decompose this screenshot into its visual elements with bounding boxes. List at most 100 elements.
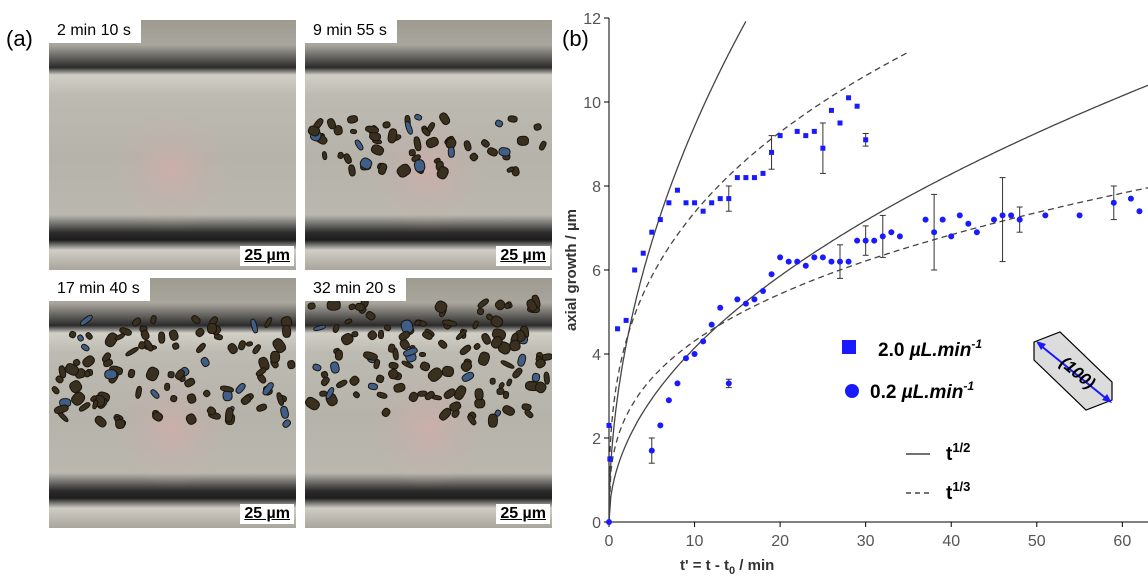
data-point-circle xyxy=(683,355,689,362)
data-point-square xyxy=(820,145,826,151)
data-point-square xyxy=(640,250,646,256)
data-point-circle xyxy=(606,519,612,525)
data-point-circle xyxy=(725,380,732,387)
data-point-square xyxy=(649,229,655,235)
micrograph-time-label: 2 min 10 s xyxy=(49,20,141,43)
scale-bar-label: 25 µm xyxy=(240,504,294,524)
data-point-circle xyxy=(862,237,869,244)
data-point-circle xyxy=(768,271,775,278)
fit-curve-sqrt xyxy=(609,84,1148,522)
data-point-circle xyxy=(1127,195,1134,202)
data-point-circle xyxy=(991,216,997,223)
panel-a-label: (a) xyxy=(6,26,33,51)
data-point-circle xyxy=(1076,212,1083,219)
data-point-circle xyxy=(999,212,1006,219)
data-point-square xyxy=(606,422,612,428)
legend-flow-02-label: 0.2 µL.min-1 xyxy=(870,379,974,403)
data-point-circle xyxy=(1008,212,1015,219)
data-point-circle xyxy=(751,296,758,303)
data-point-square xyxy=(751,175,757,181)
data-point-square xyxy=(734,175,740,181)
data-point-square xyxy=(709,200,715,206)
data-point-circle xyxy=(965,220,972,227)
data-point-square xyxy=(794,128,800,134)
data-point-square xyxy=(803,133,809,139)
data-point-circle xyxy=(939,216,946,223)
y-tick-label: 8 xyxy=(592,179,601,196)
data-point-circle xyxy=(691,351,698,357)
x-tick-label: 0 xyxy=(605,533,614,550)
data-point-circle xyxy=(665,397,672,404)
micrograph-1: 2 min 10 s 25 µm xyxy=(49,20,296,270)
data-point-square xyxy=(692,200,698,206)
y-tick-label: 0 xyxy=(592,515,601,532)
direction-arrow xyxy=(1039,344,1109,401)
micrograph-3: 17 min 40 s 25 µm xyxy=(49,278,296,528)
y-tick-label: 10 xyxy=(583,95,601,112)
data-point-circle xyxy=(734,296,741,303)
micrograph-time-label: 32 min 20 s xyxy=(305,278,406,301)
data-point-square xyxy=(846,95,852,101)
data-point-circle xyxy=(648,447,655,454)
data-point-circle xyxy=(948,233,955,240)
data-point-square xyxy=(769,149,775,155)
data-point-circle xyxy=(888,229,895,236)
fit-curve-cbrt xyxy=(609,51,909,522)
data-point-circle xyxy=(973,229,980,236)
legend-half-power-label: t1/2 xyxy=(946,440,970,465)
data-point-square xyxy=(623,317,629,323)
micrograph-4: 32 min 20 s 25 µm xyxy=(305,278,552,528)
x-tick-label: 60 xyxy=(1113,533,1131,550)
micrograph-time-label: 9 min 55 s xyxy=(305,20,397,43)
data-point-circle xyxy=(896,233,903,240)
data-point-circle xyxy=(717,304,724,311)
data-point-square xyxy=(837,120,843,126)
y-tick-label: 2 xyxy=(592,431,601,448)
data-point-circle xyxy=(802,262,809,269)
data-point-circle xyxy=(931,229,938,236)
data-point-square xyxy=(828,107,834,113)
y-tick-label: 12 xyxy=(583,11,601,28)
data-point-circle xyxy=(1110,199,1117,206)
x-axis-label: t' = t - t0 / min xyxy=(680,557,774,577)
scale-bar-label: 25 µm xyxy=(240,246,294,266)
data-point-circle xyxy=(811,254,818,261)
data-point-circle xyxy=(1042,212,1049,219)
y-axis-label: axial growth / µm xyxy=(563,209,580,331)
legend-flow-2-label: 2.0 µL.min-1 xyxy=(878,337,982,361)
data-point-circle xyxy=(956,212,963,219)
x-tick-label: 20 xyxy=(771,533,789,550)
data-point-square xyxy=(854,103,860,109)
x-tick-label: 30 xyxy=(857,533,875,550)
fit-curve-cbrt xyxy=(609,187,1148,522)
data-point-circle xyxy=(1016,216,1023,223)
data-point-square xyxy=(777,133,783,139)
x-tick-label: 10 xyxy=(686,533,704,550)
data-point-circle xyxy=(1136,208,1143,215)
data-point-circle xyxy=(674,380,681,387)
data-point-square xyxy=(760,170,766,176)
scale-bar-label: 25 µm xyxy=(496,504,550,524)
fit-curve-sqrt xyxy=(609,21,747,522)
data-point-circle xyxy=(794,258,801,265)
data-point-square xyxy=(607,456,613,462)
data-point-square xyxy=(683,200,689,206)
data-point-square xyxy=(615,326,621,332)
data-point-square xyxy=(657,217,663,223)
panel-b-label: (b) xyxy=(562,26,589,51)
data-point-circle xyxy=(819,254,826,261)
data-point-square xyxy=(726,196,732,202)
x-tick-label: 50 xyxy=(1028,533,1046,550)
data-point-circle xyxy=(760,288,766,294)
data-point-circle xyxy=(922,216,929,223)
data-point-circle xyxy=(879,233,886,240)
data-point-square xyxy=(700,208,706,214)
data-point-square xyxy=(717,196,723,202)
data-point-circle xyxy=(828,258,835,265)
data-point-square xyxy=(666,200,672,206)
legend-square-marker xyxy=(842,340,856,354)
data-point-circle xyxy=(854,237,861,244)
legend-circle-marker xyxy=(845,384,859,398)
data-point-circle xyxy=(708,321,715,328)
